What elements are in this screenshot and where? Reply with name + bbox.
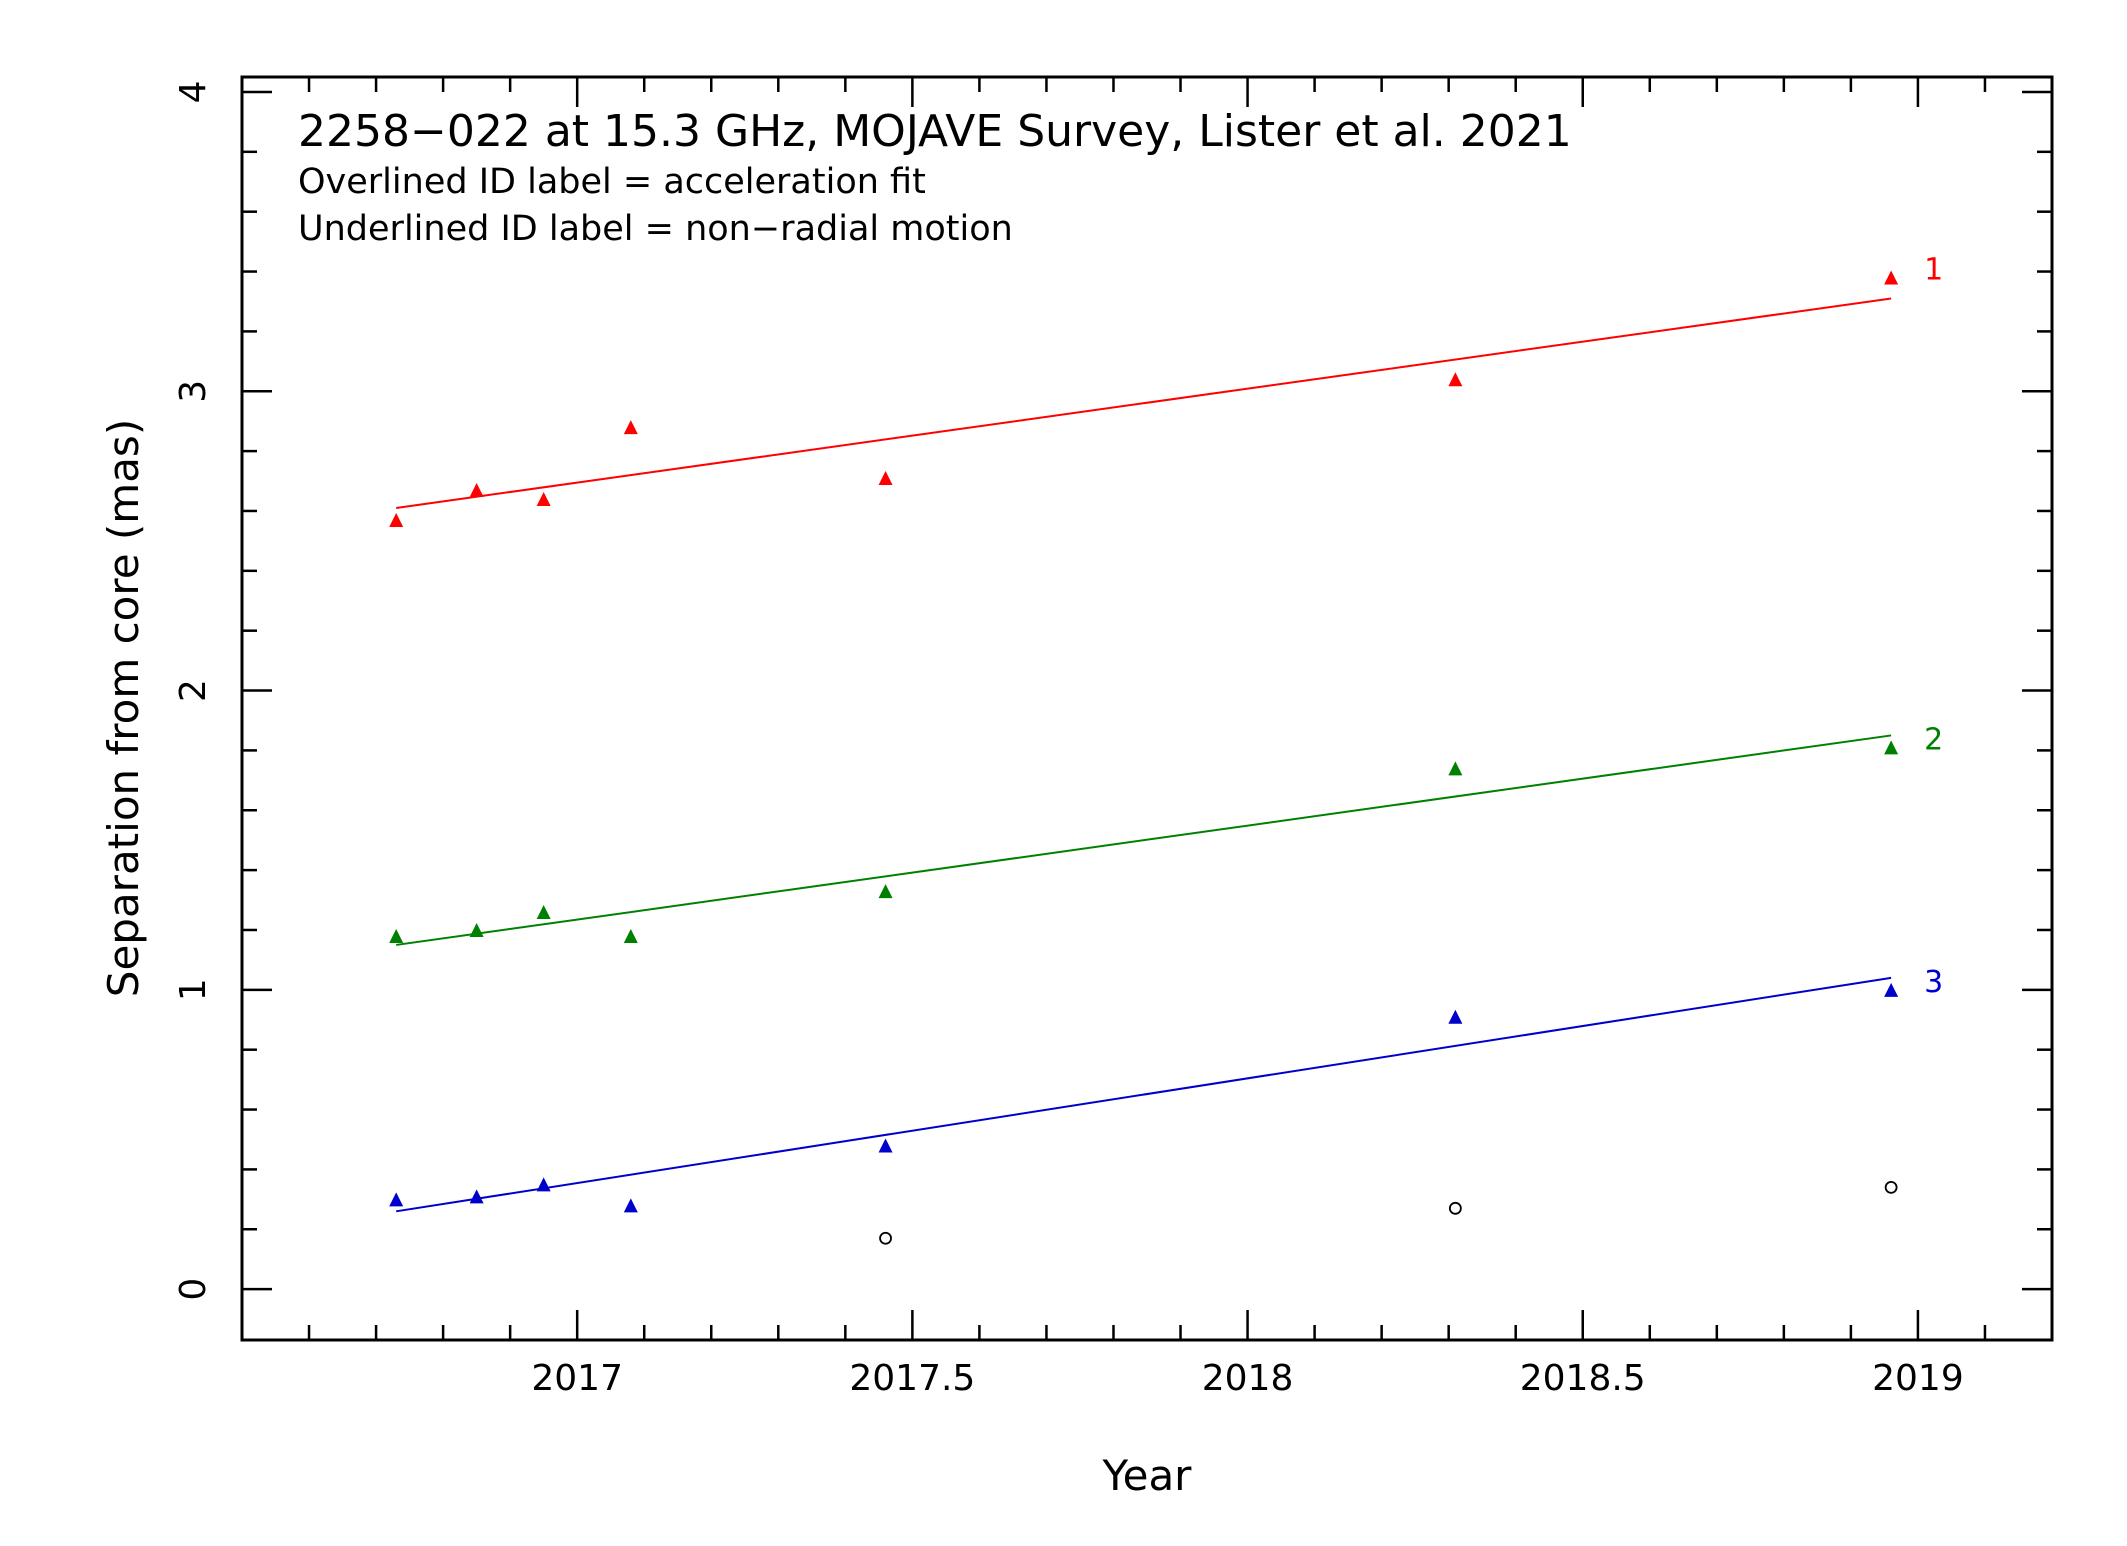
triangle-point — [469, 1189, 484, 1204]
triangle-point — [1448, 1009, 1463, 1024]
series-label-2: 2 — [1924, 722, 1943, 757]
triangle-point — [389, 1192, 404, 1207]
triangle-point — [878, 471, 893, 486]
y-axis-label: Separation from core (mas) — [99, 419, 148, 997]
fit-lines — [396, 297, 1892, 1213]
series-labels: 1 2 3 — [1924, 253, 1943, 1000]
triangle-point — [623, 1198, 638, 1213]
y-tick-label: 1 — [173, 978, 214, 1001]
fit-line-2 — [396, 734, 1892, 946]
open-circle-point — [1448, 1201, 1462, 1215]
triangle-point — [469, 922, 484, 937]
y-tick-label: 0 — [173, 1278, 214, 1301]
y-tick-label: 4 — [173, 81, 214, 104]
fit-line-3 — [396, 976, 1892, 1213]
triangle-point — [1884, 740, 1899, 755]
triangle-point — [878, 1138, 893, 1153]
note-overlined: Overlined ID label = acceleration fit — [298, 162, 926, 202]
data-points — [389, 270, 1899, 1245]
triangle-point — [1884, 982, 1899, 997]
x-tick-label: 2017.5 — [849, 1358, 975, 1399]
triangle-point — [1448, 761, 1463, 776]
axis-tick-labels: 2017 2017.5 2018 2018.5 2019 0 1 2 3 4 — [173, 81, 1964, 1399]
x-tick-label: 2018.5 — [1520, 1358, 1646, 1399]
triangle-point — [536, 491, 551, 506]
x-axis-label: Year — [1102, 1451, 1193, 1500]
note-underlined: Underlined ID label = non−radial motion — [298, 209, 1013, 249]
open-circle-point — [879, 1231, 892, 1245]
x-tick-label: 2018 — [1202, 1358, 1294, 1399]
triangle-point — [469, 483, 484, 498]
chart-title: 2258−022 at 15.3 GHz, MOJAVE Survey, Lis… — [298, 106, 1572, 157]
open-circle-point — [1884, 1180, 1898, 1194]
plot-frame — [240, 75, 2054, 1342]
series-label-1: 1 — [1924, 253, 1943, 288]
fit-line-1 — [396, 297, 1892, 509]
series-label-3: 3 — [1924, 965, 1943, 1000]
x-tick-label: 2017 — [531, 1358, 623, 1399]
triangle-point — [878, 884, 893, 899]
triangle-point — [536, 1177, 551, 1192]
triangle-point — [536, 905, 551, 920]
axis-ticks — [240, 77, 2054, 1340]
triangle-point — [389, 928, 404, 943]
x-tick-label: 2019 — [1872, 1358, 1964, 1399]
triangle-point — [1448, 372, 1463, 387]
triangle-point — [623, 928, 638, 943]
y-tick-label: 3 — [173, 380, 214, 403]
triangle-point — [623, 420, 638, 435]
triangle-point — [1884, 270, 1899, 285]
triangle-point — [389, 512, 404, 527]
y-tick-label: 2 — [173, 679, 214, 702]
